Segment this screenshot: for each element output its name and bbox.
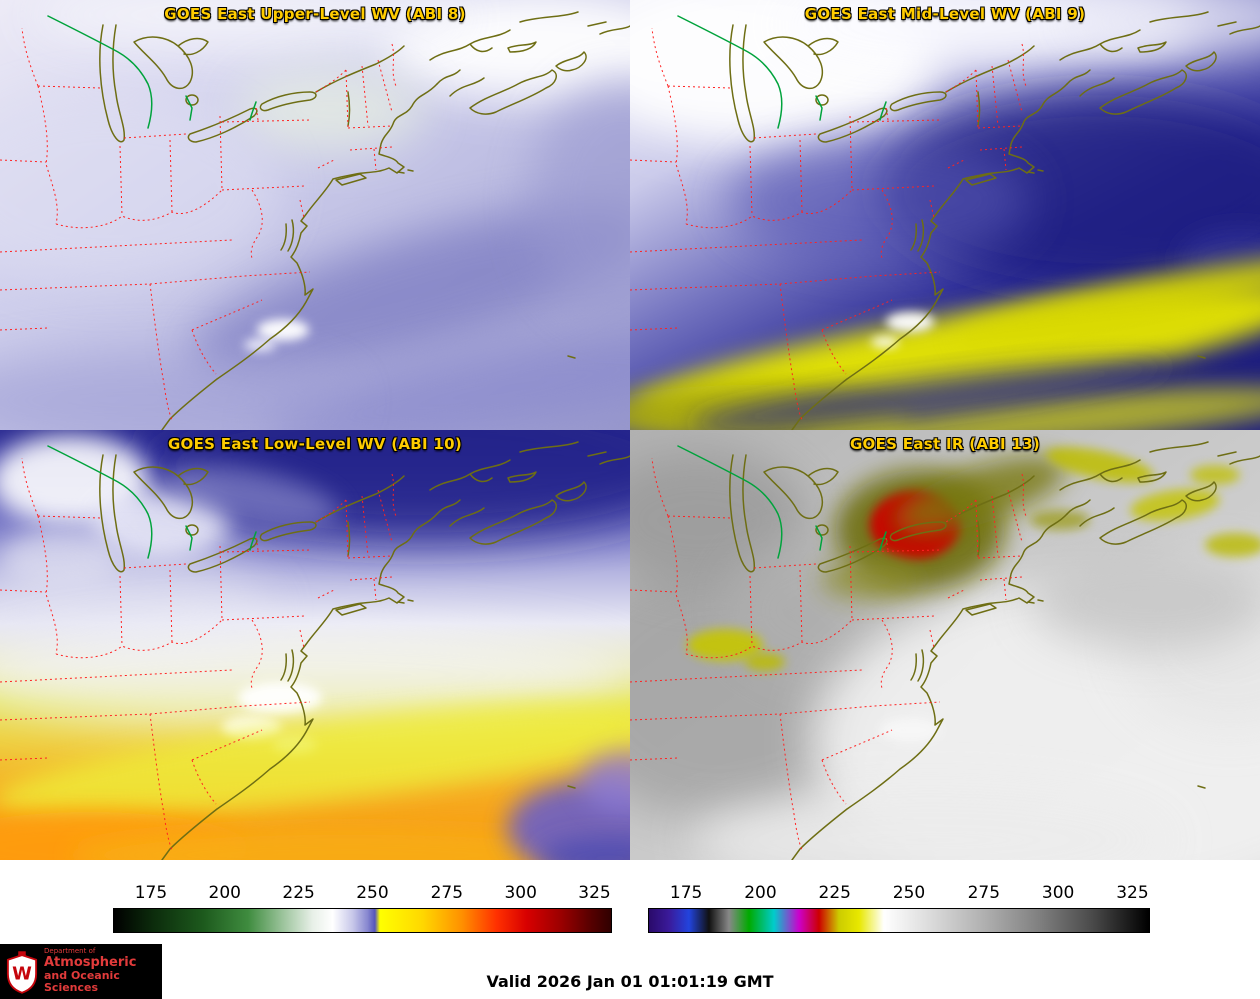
wv-colorbar [113, 908, 612, 933]
tick-label: 275 [967, 883, 1001, 903]
panel-mid-level-wv: GOES East Mid-Level WV (ABI 9) [630, 0, 1260, 430]
mid-level-wv-imagery [630, 0, 1260, 430]
wv-colorbar-ticks: 175 200 225 250 275 300 325 [113, 880, 612, 908]
panel-upper-level-wv: GOES East Upper-Level WV (ABI 8) [0, 0, 630, 430]
ir-colorbar-group: 175 200 225 250 275 300 325 [648, 880, 1150, 933]
tick-label: 175 [669, 883, 703, 903]
logo-line2: and Oceanic Sciences [44, 969, 120, 995]
ir-imagery [630, 430, 1260, 860]
tick-label: 200 [744, 883, 777, 903]
valid-time-label: Valid 2026 Jan 01 01:01:19 GMT [486, 972, 774, 991]
wv-colorbar-group: 175 200 225 250 275 300 325 [113, 880, 612, 933]
logo-line1: Atmospheric [44, 955, 137, 971]
tick-label: 325 [578, 883, 611, 903]
tick-label: 250 [892, 883, 926, 903]
tick-label: 275 [430, 883, 464, 903]
logo-text: Department of Atmospheric and Oceanic Sc… [44, 948, 156, 994]
panel-title-abi8: GOES East Upper-Level WV (ABI 8) [164, 5, 466, 23]
tick-label: 300 [1041, 883, 1075, 903]
crest-letter: W [12, 963, 32, 984]
upper-level-wv-imagery [0, 0, 630, 430]
logo-dept-line: Department of [44, 947, 96, 956]
aos-department-logo: W Department of Atmospheric and Oceanic … [0, 944, 162, 999]
panel-title-abi9: GOES East Mid-Level WV (ABI 9) [804, 5, 1086, 23]
tick-label: 225 [818, 883, 851, 903]
tick-label: 300 [504, 883, 537, 903]
tick-label: 325 [1116, 883, 1149, 903]
panel-title-abi10: GOES East Low-Level WV (ABI 10) [167, 435, 463, 453]
low-level-wv-imagery [0, 430, 630, 860]
tick-label: 200 [208, 883, 241, 903]
panel-grid: GOES East Upper-Level WV (ABI 8) [0, 0, 1260, 860]
tick-label: 225 [282, 883, 315, 903]
panel-low-level-wv: GOES East Low-Level WV (ABI 10) [0, 430, 630, 860]
tick-label: 175 [134, 883, 168, 903]
panel-ir: GOES East IR (ABI 13) [630, 430, 1260, 860]
ir-colorbar [648, 908, 1150, 933]
tick-label: 250 [356, 883, 389, 903]
ir-colorbar-ticks: 175 200 225 250 275 300 325 [648, 880, 1150, 908]
uw-crest-icon: W [6, 950, 38, 994]
panel-title-abi13: GOES East IR (ABI 13) [849, 435, 1041, 453]
